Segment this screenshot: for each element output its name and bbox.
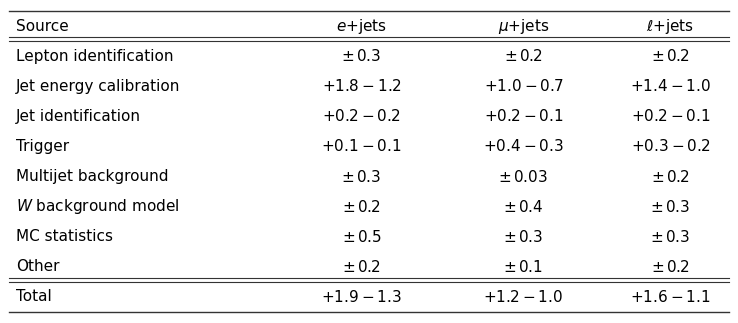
- Text: $\pm\, 0.3$: $\pm\, 0.3$: [342, 169, 382, 184]
- Text: $\pm\, 0.3$: $\pm\, 0.3$: [650, 199, 691, 215]
- Text: Trigger: Trigger: [16, 139, 69, 154]
- Text: $\pm\, 0.3$: $\pm\, 0.3$: [503, 229, 544, 245]
- Text: $+1.9-1.3$: $+1.9-1.3$: [321, 289, 402, 305]
- Text: $+0.2-0.1$: $+0.2-0.1$: [630, 108, 710, 124]
- Text: $\pm\, 0.4$: $\pm\, 0.4$: [503, 199, 544, 215]
- Text: $+1.2-1.0$: $+1.2-1.0$: [483, 289, 563, 305]
- Text: Total: Total: [16, 289, 52, 305]
- Text: Other: Other: [16, 259, 60, 274]
- Text: $\pm\, 0.2$: $\pm\, 0.2$: [342, 259, 381, 275]
- Text: Jet energy calibration: Jet energy calibration: [16, 79, 181, 94]
- Text: $+1.0-0.7$: $+1.0-0.7$: [483, 78, 563, 94]
- Text: $+1.6-1.1$: $+1.6-1.1$: [630, 289, 711, 305]
- Text: Multijet background: Multijet background: [16, 169, 168, 184]
- Text: $\pm\, 0.2$: $\pm\, 0.2$: [651, 169, 690, 184]
- Text: $+0.1-0.1$: $+0.1-0.1$: [321, 139, 402, 154]
- Text: $\pm\, 0.3$: $\pm\, 0.3$: [650, 229, 691, 245]
- Text: Source: Source: [16, 18, 69, 34]
- Text: Jet identification: Jet identification: [16, 109, 141, 124]
- Text: $\pm\, 0.3$: $\pm\, 0.3$: [342, 48, 382, 64]
- Text: $\mu$+jets: $\mu$+jets: [497, 16, 549, 36]
- Text: $+0.2-0.2$: $+0.2-0.2$: [323, 108, 401, 124]
- Text: $+1.8-1.2$: $+1.8-1.2$: [322, 78, 401, 94]
- Text: $\pm\, 0.1$: $\pm\, 0.1$: [503, 259, 543, 275]
- Text: $\pm\, 0.2$: $\pm\, 0.2$: [651, 48, 690, 64]
- Text: $\pm\, 0.5$: $\pm\, 0.5$: [342, 229, 382, 245]
- Text: $+0.4-0.3$: $+0.4-0.3$: [483, 139, 564, 154]
- Text: $+0.2-0.1$: $+0.2-0.1$: [483, 108, 563, 124]
- Text: $\pm\, 0.2$: $\pm\, 0.2$: [504, 48, 543, 64]
- Text: $+1.4-1.0$: $+1.4-1.0$: [630, 78, 711, 94]
- Text: $W$ background model: $W$ background model: [16, 197, 179, 216]
- Text: $\pm\, 0.03$: $\pm\, 0.03$: [498, 169, 548, 184]
- Text: $e$+jets: $e$+jets: [337, 16, 387, 36]
- Text: $\pm\, 0.2$: $\pm\, 0.2$: [651, 259, 690, 275]
- Text: $\pm\, 0.2$: $\pm\, 0.2$: [342, 199, 381, 215]
- Text: $+0.3-0.2$: $+0.3-0.2$: [631, 139, 710, 154]
- Text: Lepton identification: Lepton identification: [16, 49, 173, 64]
- Text: MC statistics: MC statistics: [16, 229, 113, 244]
- Text: $\ell$+jets: $\ell$+jets: [646, 16, 694, 36]
